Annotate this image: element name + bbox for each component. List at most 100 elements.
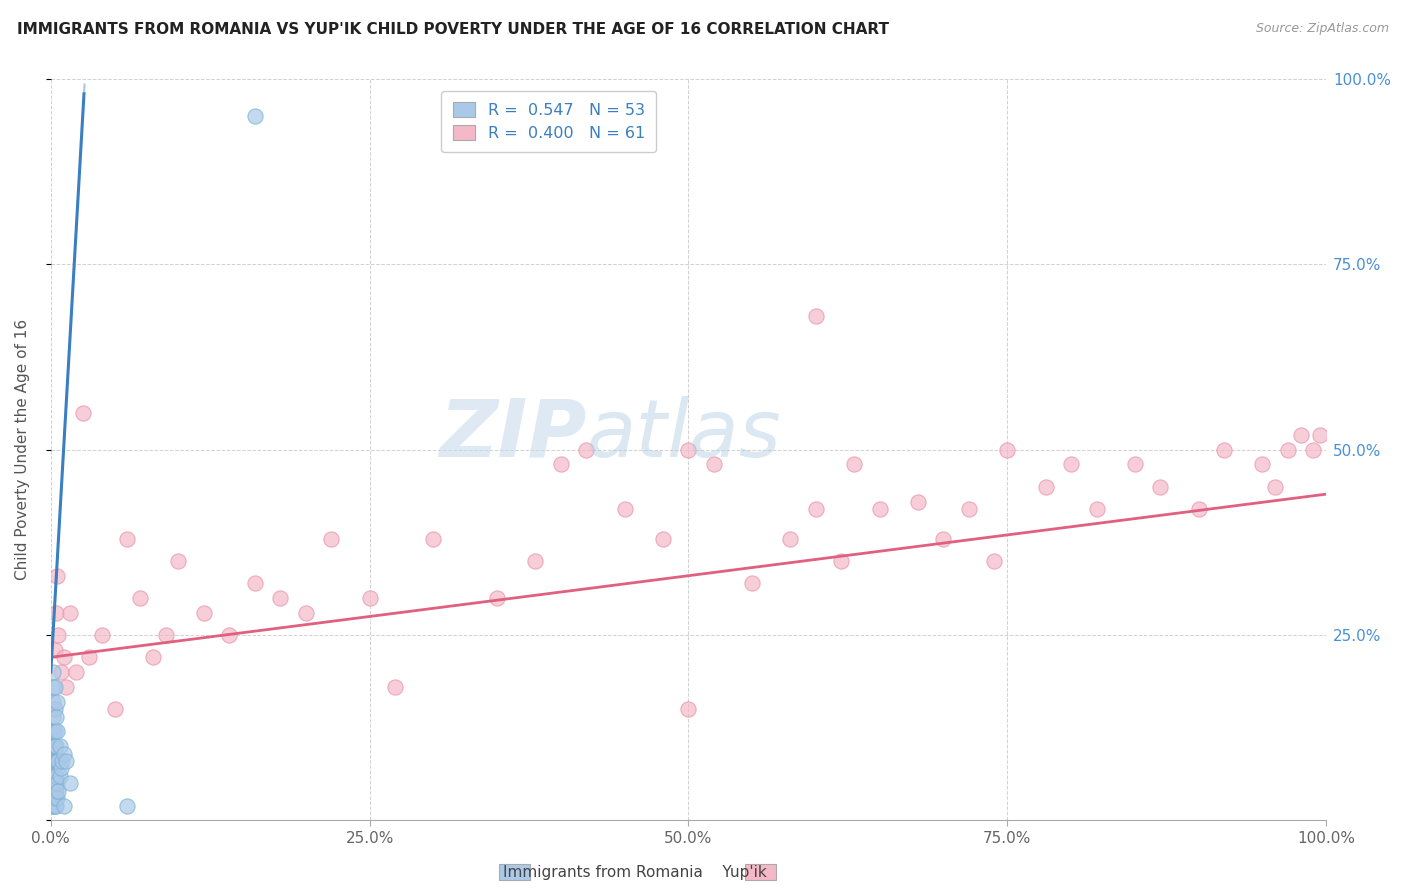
Point xyxy=(1309,427,1331,442)
Point xyxy=(575,442,598,457)
Point xyxy=(46,754,69,768)
Point xyxy=(51,754,73,768)
Point xyxy=(995,442,1018,457)
Point xyxy=(72,406,94,420)
Point xyxy=(49,665,72,679)
Point xyxy=(422,532,444,546)
Point xyxy=(703,458,725,472)
Point xyxy=(41,769,63,783)
Point xyxy=(1123,458,1146,472)
Point xyxy=(167,554,190,568)
Point xyxy=(41,739,63,754)
Point xyxy=(41,762,63,776)
Point xyxy=(44,791,66,805)
Point xyxy=(42,776,65,790)
Point xyxy=(45,754,67,768)
Point xyxy=(45,709,67,723)
Point xyxy=(42,709,65,723)
Point xyxy=(59,606,82,620)
Point xyxy=(45,739,67,754)
Text: Immigrants from Romania: Immigrants from Romania xyxy=(503,865,703,880)
Point xyxy=(59,776,82,790)
Point xyxy=(1251,458,1274,472)
Point xyxy=(804,502,827,516)
Point xyxy=(45,606,67,620)
Point xyxy=(321,532,343,546)
Point xyxy=(41,776,63,790)
Point xyxy=(42,695,65,709)
Point xyxy=(844,458,866,472)
Point xyxy=(46,568,69,582)
Point xyxy=(48,628,70,642)
Point xyxy=(652,532,675,546)
Y-axis label: Child Poverty Under the Age of 16: Child Poverty Under the Age of 16 xyxy=(15,319,30,580)
Point xyxy=(41,798,63,813)
Point xyxy=(117,798,139,813)
Point xyxy=(49,739,72,754)
Point xyxy=(804,310,827,324)
Point xyxy=(117,532,139,546)
Point xyxy=(1035,480,1057,494)
Point xyxy=(44,680,66,694)
Point xyxy=(41,791,63,805)
Point xyxy=(678,442,700,457)
Point xyxy=(55,680,77,694)
Point xyxy=(830,554,852,568)
Point xyxy=(129,591,152,605)
Point xyxy=(46,776,69,790)
Point xyxy=(45,783,67,797)
Point xyxy=(269,591,291,605)
Point xyxy=(869,502,891,516)
Text: Source: ZipAtlas.com: Source: ZipAtlas.com xyxy=(1256,22,1389,36)
Point xyxy=(779,532,801,546)
Point xyxy=(46,695,69,709)
Point xyxy=(243,576,266,591)
Point xyxy=(48,754,70,768)
Point xyxy=(1149,480,1171,494)
Legend: R =  0.547   N = 53, R =  0.400   N = 61: R = 0.547 N = 53, R = 0.400 N = 61 xyxy=(441,91,657,153)
Point xyxy=(193,606,215,620)
Point xyxy=(243,109,266,123)
Point xyxy=(550,458,572,472)
Text: Yup'ik: Yup'ik xyxy=(703,865,766,880)
Point xyxy=(52,650,75,665)
Text: IMMIGRANTS FROM ROMANIA VS YUP'IK CHILD POVERTY UNDER THE AGE OF 16 CORRELATION : IMMIGRANTS FROM ROMANIA VS YUP'IK CHILD … xyxy=(17,22,889,37)
Text: ZIP: ZIP xyxy=(439,396,586,474)
Point xyxy=(42,791,65,805)
Point xyxy=(42,798,65,813)
Point xyxy=(44,702,66,716)
Point xyxy=(1289,427,1312,442)
Point xyxy=(44,754,66,768)
Point xyxy=(44,776,66,790)
Point xyxy=(42,762,65,776)
Point xyxy=(524,554,547,568)
Point xyxy=(1302,442,1324,457)
Point xyxy=(41,724,63,739)
Point xyxy=(44,783,66,797)
Point xyxy=(384,680,406,694)
Point xyxy=(42,724,65,739)
Point xyxy=(295,606,318,620)
Point xyxy=(77,650,100,665)
Point xyxy=(44,739,66,754)
Point xyxy=(613,502,636,516)
Point xyxy=(1060,458,1083,472)
Point xyxy=(45,769,67,783)
Point xyxy=(52,747,75,761)
Point xyxy=(155,628,177,642)
Point xyxy=(65,665,87,679)
Point xyxy=(55,754,77,768)
Point xyxy=(42,739,65,754)
Point xyxy=(41,754,63,768)
Point xyxy=(41,747,63,761)
Point xyxy=(1277,442,1299,457)
Point xyxy=(90,628,112,642)
Point xyxy=(42,665,65,679)
Point xyxy=(46,791,69,805)
Point xyxy=(907,494,929,508)
Point xyxy=(44,724,66,739)
Point xyxy=(41,783,63,797)
Point xyxy=(46,724,69,739)
Point xyxy=(48,783,70,797)
Point xyxy=(957,502,980,516)
